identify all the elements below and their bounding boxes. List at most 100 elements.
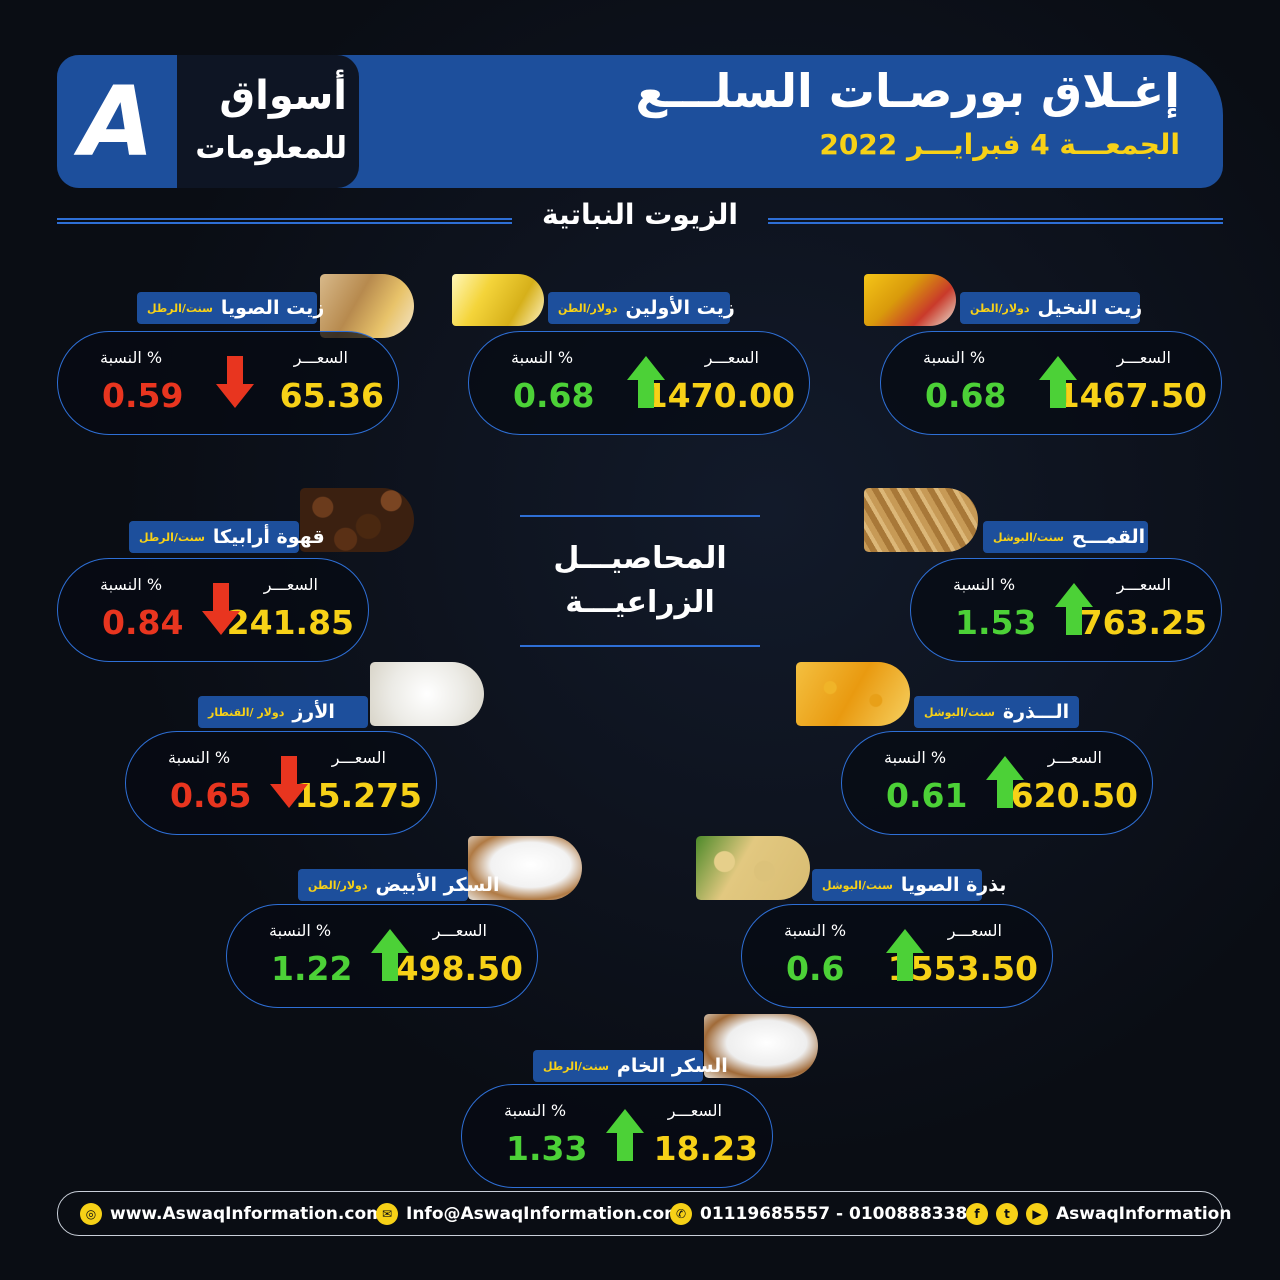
price-label: السعـــر — [704, 348, 759, 367]
percent-value: 0.84 — [102, 603, 184, 642]
commodity-card-soyoil: السعـــر النسبة % 65.36 0.59 — [57, 331, 399, 435]
percent-value: 1.22 — [271, 949, 353, 988]
commodity-unit: سنت/البوشل — [822, 878, 893, 892]
price-value: 1470.00 — [644, 376, 795, 415]
price-value: 498.50 — [395, 949, 523, 988]
price-value: 1467.50 — [1056, 376, 1207, 415]
soy-oil-image — [320, 274, 414, 338]
arrow-up-icon — [984, 754, 1026, 810]
percent-value: 0.6 — [786, 949, 845, 988]
palm-oil-image — [864, 274, 956, 326]
commodity-unit: سنت/البوشل — [924, 705, 995, 719]
price-value: 15.275 — [294, 776, 422, 815]
footer-bar — [57, 1191, 1223, 1236]
olein-oil-image — [452, 274, 544, 326]
percent-label: النسبة % — [923, 348, 986, 367]
commodity-unit: سنت/الرطل — [139, 530, 205, 544]
price-value: 18.23 — [653, 1129, 758, 1168]
price-label: السعـــر — [667, 1101, 722, 1120]
percent-value: 0.65 — [170, 776, 252, 815]
commodity-label-rawsugar: السكر الخام سنت/الرطل — [533, 1050, 728, 1082]
price-value: 620.50 — [1010, 776, 1138, 815]
arrow-down-icon — [200, 581, 242, 637]
commodity-card-rice: السعـــر النسبة % 15.275 0.65 — [125, 731, 437, 835]
brand-logo: A أسواق للمعلومات — [57, 55, 359, 188]
commodity-card-soybean: السعـــر النسبة % 1553.50 0.6 — [741, 904, 1053, 1008]
coffee-image — [300, 488, 414, 552]
price-label: السعـــر — [331, 748, 386, 767]
soybean-image — [696, 836, 810, 900]
arrow-up-icon — [1053, 581, 1095, 637]
commodity-label-rice: الأرز دولار /القنطار — [198, 696, 368, 728]
footer-phones[interactable]: ✆ 01119685557 - 01008883384 — [670, 1203, 979, 1225]
footer-social[interactable]: f t ▶ AswaqInformation — [966, 1203, 1231, 1225]
percent-label: النسبة % — [168, 748, 231, 767]
logo-mark: A — [57, 55, 177, 188]
commodity-label-palm: زيت النخيل دولار/الطن — [960, 292, 1143, 324]
rice-image — [370, 662, 484, 726]
section-title-agri: المحاصيـــل الزراعيـــة — [520, 515, 760, 647]
youtube-icon[interactable]: ▶ — [1026, 1203, 1048, 1225]
page-title: إغـلاق بورصـات السلـــع — [635, 64, 1180, 118]
agri-title-line2: الزراعيـــة — [565, 584, 715, 620]
logo-text-line1: أسواق — [219, 73, 347, 119]
arrow-up-icon — [369, 927, 411, 983]
percent-value: 0.59 — [102, 376, 184, 415]
raw-sugar-image — [704, 1014, 818, 1078]
facebook-icon[interactable]: f — [966, 1203, 988, 1225]
commodity-name: زيت النخيل — [1037, 297, 1143, 319]
percent-value: 0.68 — [513, 376, 595, 415]
wheat-image — [864, 488, 978, 552]
price-value: 763.25 — [1079, 603, 1207, 642]
logo-text-line2: للمعلومات — [195, 131, 347, 166]
percent-label: النسبة % — [953, 575, 1016, 594]
commodity-name: الـــذرة — [1002, 701, 1070, 723]
arrow-up-icon — [1037, 354, 1079, 410]
commodity-card-olive: السعـــر النسبة % 1470.00 0.68 — [468, 331, 810, 435]
commodity-unit: دولار /القنطار — [208, 705, 285, 719]
footer-email[interactable]: ✉ Info@AswaqInformation.com — [376, 1203, 682, 1225]
percent-value: 0.68 — [925, 376, 1007, 415]
commodity-card-coffee: السعـــر النسبة % 241.85 0.84 — [57, 558, 369, 662]
percent-label: النسبة % — [511, 348, 574, 367]
percent-value: 1.53 — [955, 603, 1037, 642]
commodity-label-olive: زيت الأولين دولار/الطن — [548, 292, 735, 324]
percent-label: النسبة % — [884, 748, 947, 767]
corn-image — [796, 662, 910, 726]
commodity-name: السكر الأبيض — [375, 874, 500, 896]
commodity-label-soyoil: زيت الصويا سنت/الرطل — [137, 292, 324, 324]
percent-label: النسبة % — [100, 348, 163, 367]
price-label: السعـــر — [947, 921, 1002, 940]
commodity-card-whitesugar: السعـــر النسبة % 498.50 1.22 — [226, 904, 538, 1008]
agri-title-line1: المحاصيـــل — [553, 541, 727, 576]
arrow-up-icon — [625, 354, 667, 410]
section-title-oils: الزيوت النباتية — [542, 198, 738, 231]
commodity-label-soybean: بذرة الصويا سنت/البوشل — [812, 869, 1006, 901]
commodity-name: القمـــح — [1071, 526, 1146, 548]
percent-label: النسبة % — [504, 1101, 567, 1120]
commodity-unit: دولار/الطن — [558, 301, 618, 315]
white-sugar-image — [468, 836, 582, 900]
arrow-down-icon — [214, 354, 256, 410]
price-label: السعـــر — [1047, 748, 1102, 767]
commodity-label-coffee: قهوة أرابيكا سنت/الرطل — [129, 521, 325, 553]
percent-label: النسبة % — [269, 921, 332, 940]
commodity-name: زيت الأولين — [625, 297, 735, 319]
commodity-name: قهوة أرابيكا — [212, 526, 325, 548]
phone-icon: ✆ — [670, 1203, 692, 1225]
price-label: السعـــر — [1116, 575, 1171, 594]
commodity-card-rawsugar: السعـــر النسبة % 18.23 1.33 — [461, 1084, 773, 1188]
commodity-label-whitesugar: السكر الأبيض دولار/الطن — [298, 869, 499, 901]
globe-icon: ◎ — [80, 1203, 102, 1225]
commodity-name: الأرز — [292, 701, 335, 723]
commodity-card-corn: السعـــر النسبة % 620.50 0.61 — [841, 731, 1153, 835]
commodity-unit: سنت/الرطل — [543, 1059, 609, 1073]
twitter-icon[interactable]: t — [996, 1203, 1018, 1225]
commodity-card-palm: السعـــر النسبة % 1467.50 0.68 — [880, 331, 1222, 435]
price-label: السعـــر — [293, 348, 348, 367]
percent-label: النسبة % — [100, 575, 163, 594]
footer-website[interactable]: ◎ www.AswaqInformation.com — [80, 1203, 384, 1225]
price-label: السعـــر — [263, 575, 318, 594]
price-label: السعـــر — [432, 921, 487, 940]
price-value: 241.85 — [226, 603, 354, 642]
